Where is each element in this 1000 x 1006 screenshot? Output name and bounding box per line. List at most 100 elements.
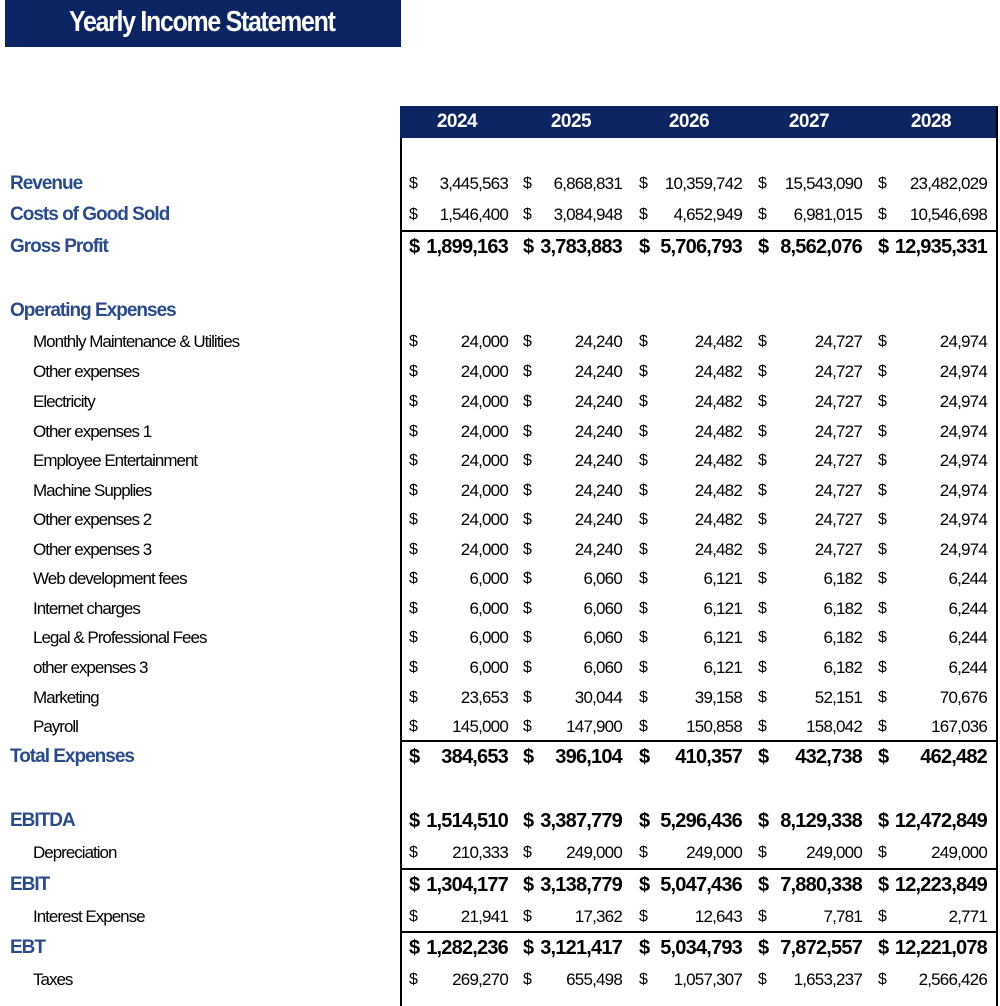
currency-symbol: $	[878, 333, 887, 350]
currency-symbol: $	[639, 844, 648, 861]
currency-symbol: $	[409, 659, 418, 676]
cell-value: 6,000	[469, 658, 508, 677]
row-label: Gross Profit	[10, 236, 109, 257]
cell-value: 24,727	[814, 362, 863, 381]
table-row: Other expenses $24,000 $24,240 $24,482 $24,7…	[0, 358, 1000, 386]
cell-value: 24,482	[694, 481, 743, 500]
currency-symbol: $	[758, 689, 767, 706]
table-row: Monthly Maintenance & Utilities $24,000 $2…	[0, 328, 1000, 356]
row-label: Payroll	[33, 717, 79, 736]
currency-symbol: $	[758, 423, 767, 440]
cell-value: 158,042	[806, 717, 863, 736]
cell-value: 3,138,779	[540, 874, 623, 896]
cell-value: 3,783,883	[540, 236, 623, 258]
row-label: EBT	[10, 937, 46, 958]
table-row: Gross Profit $1,899,163 $3,783,883 $5,706,7…	[0, 233, 1000, 261]
cell-value: 12,472,849	[894, 810, 988, 832]
currency-symbol: $	[639, 659, 648, 676]
table-frame	[400, 106, 998, 1006]
cell-value: 6,000	[469, 569, 508, 588]
currency-symbol: $	[878, 482, 887, 499]
currency-symbol: $	[758, 452, 767, 469]
cell-value: 15,543,090	[784, 174, 863, 193]
cell-value: 7,781	[823, 907, 862, 926]
currency-symbol: $	[409, 175, 418, 192]
currency-symbol: $	[878, 452, 887, 469]
row-label: Interest Expense	[33, 907, 146, 926]
currency-symbol: $	[523, 629, 532, 646]
cell-value: 1,546,400	[439, 205, 509, 224]
currency-symbol: $	[878, 810, 889, 832]
row-label: Depreciation	[33, 843, 117, 862]
currency-symbol: $	[758, 333, 767, 350]
cell-value: 396,104	[555, 746, 623, 768]
row-label: Taxes	[33, 970, 73, 989]
table-row: Total Expenses $384,653 $396,104 $410,357 $4…	[0, 743, 1000, 771]
currency-symbol: $	[523, 175, 532, 192]
currency-symbol: $	[409, 423, 418, 440]
cell-value: 24,974	[939, 510, 988, 529]
currency-symbol: $	[409, 746, 420, 768]
cell-value: 24,727	[814, 540, 863, 559]
currency-symbol: $	[758, 971, 767, 988]
cell-value: 39,158	[694, 688, 743, 707]
cell-value: 6,182	[823, 569, 862, 588]
cell-value: 24,240	[574, 451, 623, 470]
table-row: Employee Entertainment $24,000 $24,240 $24,…	[0, 447, 1000, 475]
cell-value: 269,270	[452, 970, 509, 989]
row-label: Other expenses 1	[33, 422, 152, 441]
cell-value: 24,240	[574, 332, 623, 351]
table-row: Taxes $269,270 $655,498 $1,057,307 $1,653,23…	[0, 966, 1000, 994]
currency-symbol: $	[639, 393, 648, 410]
row-label: Marketing	[33, 688, 100, 707]
cell-value: 24,482	[694, 451, 743, 470]
currency-symbol: $	[523, 810, 534, 832]
currency-symbol: $	[758, 393, 767, 410]
currency-symbol: $	[523, 482, 532, 499]
currency-symbol: $	[409, 541, 418, 558]
cell-value: 1,282,236	[426, 937, 509, 959]
cell-value: 6,981,015	[793, 205, 863, 224]
cell-value: 24,240	[574, 392, 623, 411]
currency-symbol: $	[409, 908, 418, 925]
cell-value: 655,498	[566, 970, 623, 989]
currency-symbol: $	[639, 570, 648, 587]
currency-symbol: $	[758, 718, 767, 735]
cell-value: 432,738	[795, 746, 863, 768]
cell-value: 24,727	[814, 510, 863, 529]
row-label: Other expenses 2	[33, 510, 152, 529]
table-row: Other expenses 1 $24,000 $24,240 $24,482 $24…	[0, 418, 1000, 446]
cell-value: 6,060	[583, 628, 622, 647]
cell-value: 249,000	[686, 843, 743, 862]
currency-symbol: $	[639, 236, 650, 258]
cell-value: 12,935,331	[894, 236, 988, 258]
cell-value: 410,357	[675, 746, 743, 768]
cell-value: 24,974	[939, 362, 988, 381]
table-row: other expenses 3 $6,000 $6,060 $6,121 $6,182…	[0, 654, 1000, 682]
currency-symbol: $	[758, 482, 767, 499]
table-row: Internet charges $6,000 $6,060 $6,121 $6,182…	[0, 595, 1000, 623]
table-row: Other expenses 3 $24,000 $24,240 $24,482 $24…	[0, 536, 1000, 564]
currency-symbol: $	[639, 908, 648, 925]
currency-symbol: $	[409, 629, 418, 646]
table-row: Electricity $24,000 $24,240 $24,482 $24,727 $…	[0, 388, 1000, 416]
cell-value: 24,000	[460, 481, 509, 500]
cell-value: 384,653	[441, 746, 509, 768]
currency-symbol: $	[523, 659, 532, 676]
cell-value: 1,514,510	[426, 810, 509, 832]
currency-symbol: $	[523, 393, 532, 410]
currency-symbol: $	[758, 511, 767, 528]
row-label: Other expenses	[33, 362, 140, 381]
row-label: Machine Supplies	[33, 481, 152, 500]
currency-symbol: $	[639, 937, 650, 959]
cell-value: 24,974	[939, 540, 988, 559]
cell-value: 1,899,163	[426, 236, 509, 258]
currency-symbol: $	[758, 746, 769, 768]
cell-value: 1,304,177	[426, 874, 509, 896]
currency-symbol: $	[523, 541, 532, 558]
cell-value: 6,244	[948, 658, 987, 677]
currency-symbol: $	[758, 236, 769, 258]
table-row: Legal & Professional Fees $6,000 $6,060 $6,…	[0, 624, 1000, 652]
cell-value: 5,296,436	[660, 810, 743, 832]
currency-symbol: $	[758, 874, 769, 896]
